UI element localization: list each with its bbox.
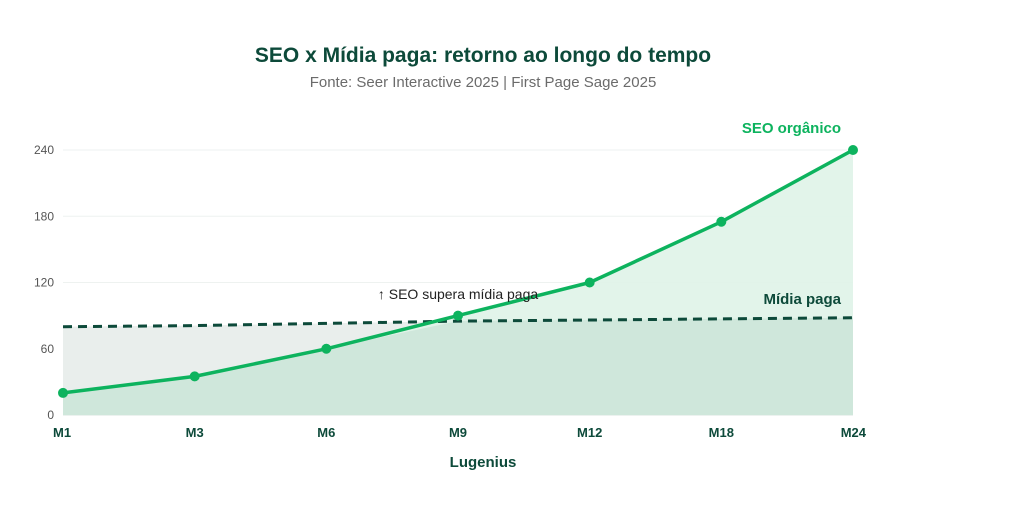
seo-point-m6 — [321, 343, 332, 354]
chart-subtitle: Fonte: Seer Interactive 2025 | First Pag… — [309, 74, 657, 91]
overlap-area-fill — [63, 317, 853, 415]
y-tick-label: 60 — [41, 342, 55, 356]
y-tick-label: 180 — [34, 209, 54, 223]
midia-paga-line — [62, 316, 854, 329]
seo-point-m18 — [716, 216, 727, 227]
seo-point-m9 — [453, 310, 463, 321]
x-tick-label: M9 — [449, 425, 467, 440]
x-tick-label: M24 — [841, 425, 867, 440]
x-tick-label: M18 — [709, 425, 734, 440]
legend-midia-paga: Mídia paga — [763, 291, 841, 308]
annotation-crossover: ↑ SEO supera mídia paga — [378, 286, 539, 302]
legend-seo-organico: SEO orgânico — [742, 120, 841, 137]
x-axis-label: Lugenius — [450, 454, 517, 471]
seo-point-m24 — [848, 145, 858, 155]
y-tick-label: 240 — [34, 143, 54, 157]
x-tick-label: M6 — [317, 425, 335, 440]
seo-point-m1 — [58, 387, 68, 398]
y-tick-label: 0 — [47, 408, 54, 422]
x-tick-label: M3 — [186, 425, 204, 440]
seo-point-m3 — [189, 371, 200, 382]
x-tick-label: M1 — [53, 425, 71, 440]
y-tick-label: 120 — [34, 276, 54, 290]
seo-point-m12 — [584, 277, 595, 288]
x-tick-label: M12 — [577, 425, 602, 440]
chart-title: SEO x Mídia paga: retorno ao longo do te… — [254, 44, 712, 67]
